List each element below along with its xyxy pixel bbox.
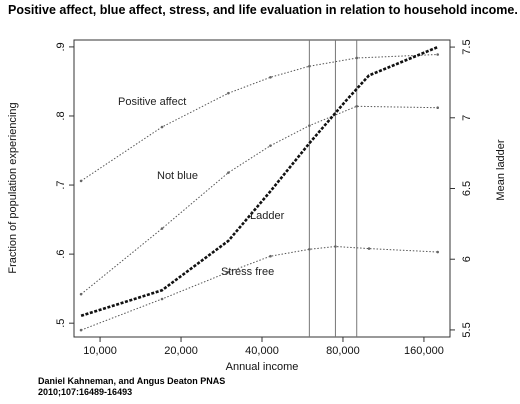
point-stress-free-5 (334, 245, 337, 248)
citation-line-2: 2010;107:16489-16493 (38, 387, 133, 397)
x-axis: 10,000 20,000 40,000 80,000 160,000 (83, 337, 444, 357)
left-y-tick-label-3: .8 (55, 111, 67, 120)
point-stress-free-6 (367, 247, 371, 250)
left-y-axis: .5 .6 .7 .8 .9 (55, 42, 74, 328)
point-positive-affect-2 (227, 91, 230, 95)
right-y-axis: 5.5 6 6.5 7 7.5 (450, 39, 473, 338)
point-stress-free-7 (436, 250, 439, 254)
point-not-blue-5 (355, 105, 359, 108)
point-positive-affect-1 (160, 125, 164, 129)
point-not-blue-3 (269, 144, 272, 147)
point-stress-free-2 (227, 270, 230, 274)
x-axis-label: Annual income (226, 361, 299, 373)
vertical-lines (308, 40, 358, 337)
point-not-blue-2 (227, 171, 230, 174)
right-y-tick-label-0: 5.5 (461, 322, 473, 337)
point-positive-affect-3 (269, 75, 272, 79)
plot-frame (73, 39, 451, 338)
left-y-tick-label-4: .9 (55, 42, 67, 51)
point-not-blue-4 (308, 124, 311, 127)
left-y-tick-label-2: .7 (55, 180, 67, 189)
label-stress-free: Stress free (221, 266, 274, 278)
left-y-tick-label-0: .5 (55, 319, 67, 328)
x-tick-label-0: 10,000 (83, 345, 117, 357)
point-positive-affect-5 (355, 56, 359, 60)
left-y-axis-label: Fraction of population experiencing (7, 102, 19, 273)
right-y-tick-label-1: 6 (461, 256, 473, 262)
right-y-tick-label-2: 6.5 (461, 181, 473, 196)
label-positive-affect: Positive affect (118, 96, 186, 108)
point-not-blue-0 (79, 292, 83, 296)
series-positive-affect (80, 54, 438, 182)
citation: Daniel Kahneman, and Angus Deaton PNAS 2… (38, 376, 225, 398)
x-tick-label-4: 160,000 (404, 345, 444, 357)
series-lines (79, 45, 439, 332)
page-title: Positive affect, blue affect, stress, an… (8, 3, 518, 17)
point-stress-free-1 (160, 297, 164, 301)
series-ladder (80, 45, 439, 318)
label-ladder: Ladder (250, 210, 285, 222)
citation-line-1: Daniel Kahneman, and Angus Deaton PNAS (38, 376, 226, 386)
label-not-blue: Not blue (157, 170, 198, 182)
point-stress-free-4 (308, 247, 311, 251)
right-y-tick-label-3: 7 (461, 115, 473, 121)
right-y-axis-label: Mean ladder (495, 139, 507, 200)
point-not-blue-6 (436, 106, 439, 109)
x-tick-label-2: 40,000 (245, 345, 279, 357)
series-stress-free (80, 245, 438, 331)
x-tick-label-3: 80,000 (326, 345, 360, 357)
point-stress-free-0 (79, 328, 83, 332)
point-stress-free-3 (269, 254, 272, 258)
point-positive-affect-4 (308, 64, 311, 68)
x-tick-label-1: 20,000 (164, 345, 198, 357)
point-positive-affect-6 (436, 53, 439, 56)
point-positive-affect-0 (79, 179, 83, 183)
left-y-tick-label-1: .6 (55, 250, 67, 259)
point-not-blue-1 (160, 227, 164, 230)
right-y-tick-label-4: 7.5 (461, 39, 473, 54)
